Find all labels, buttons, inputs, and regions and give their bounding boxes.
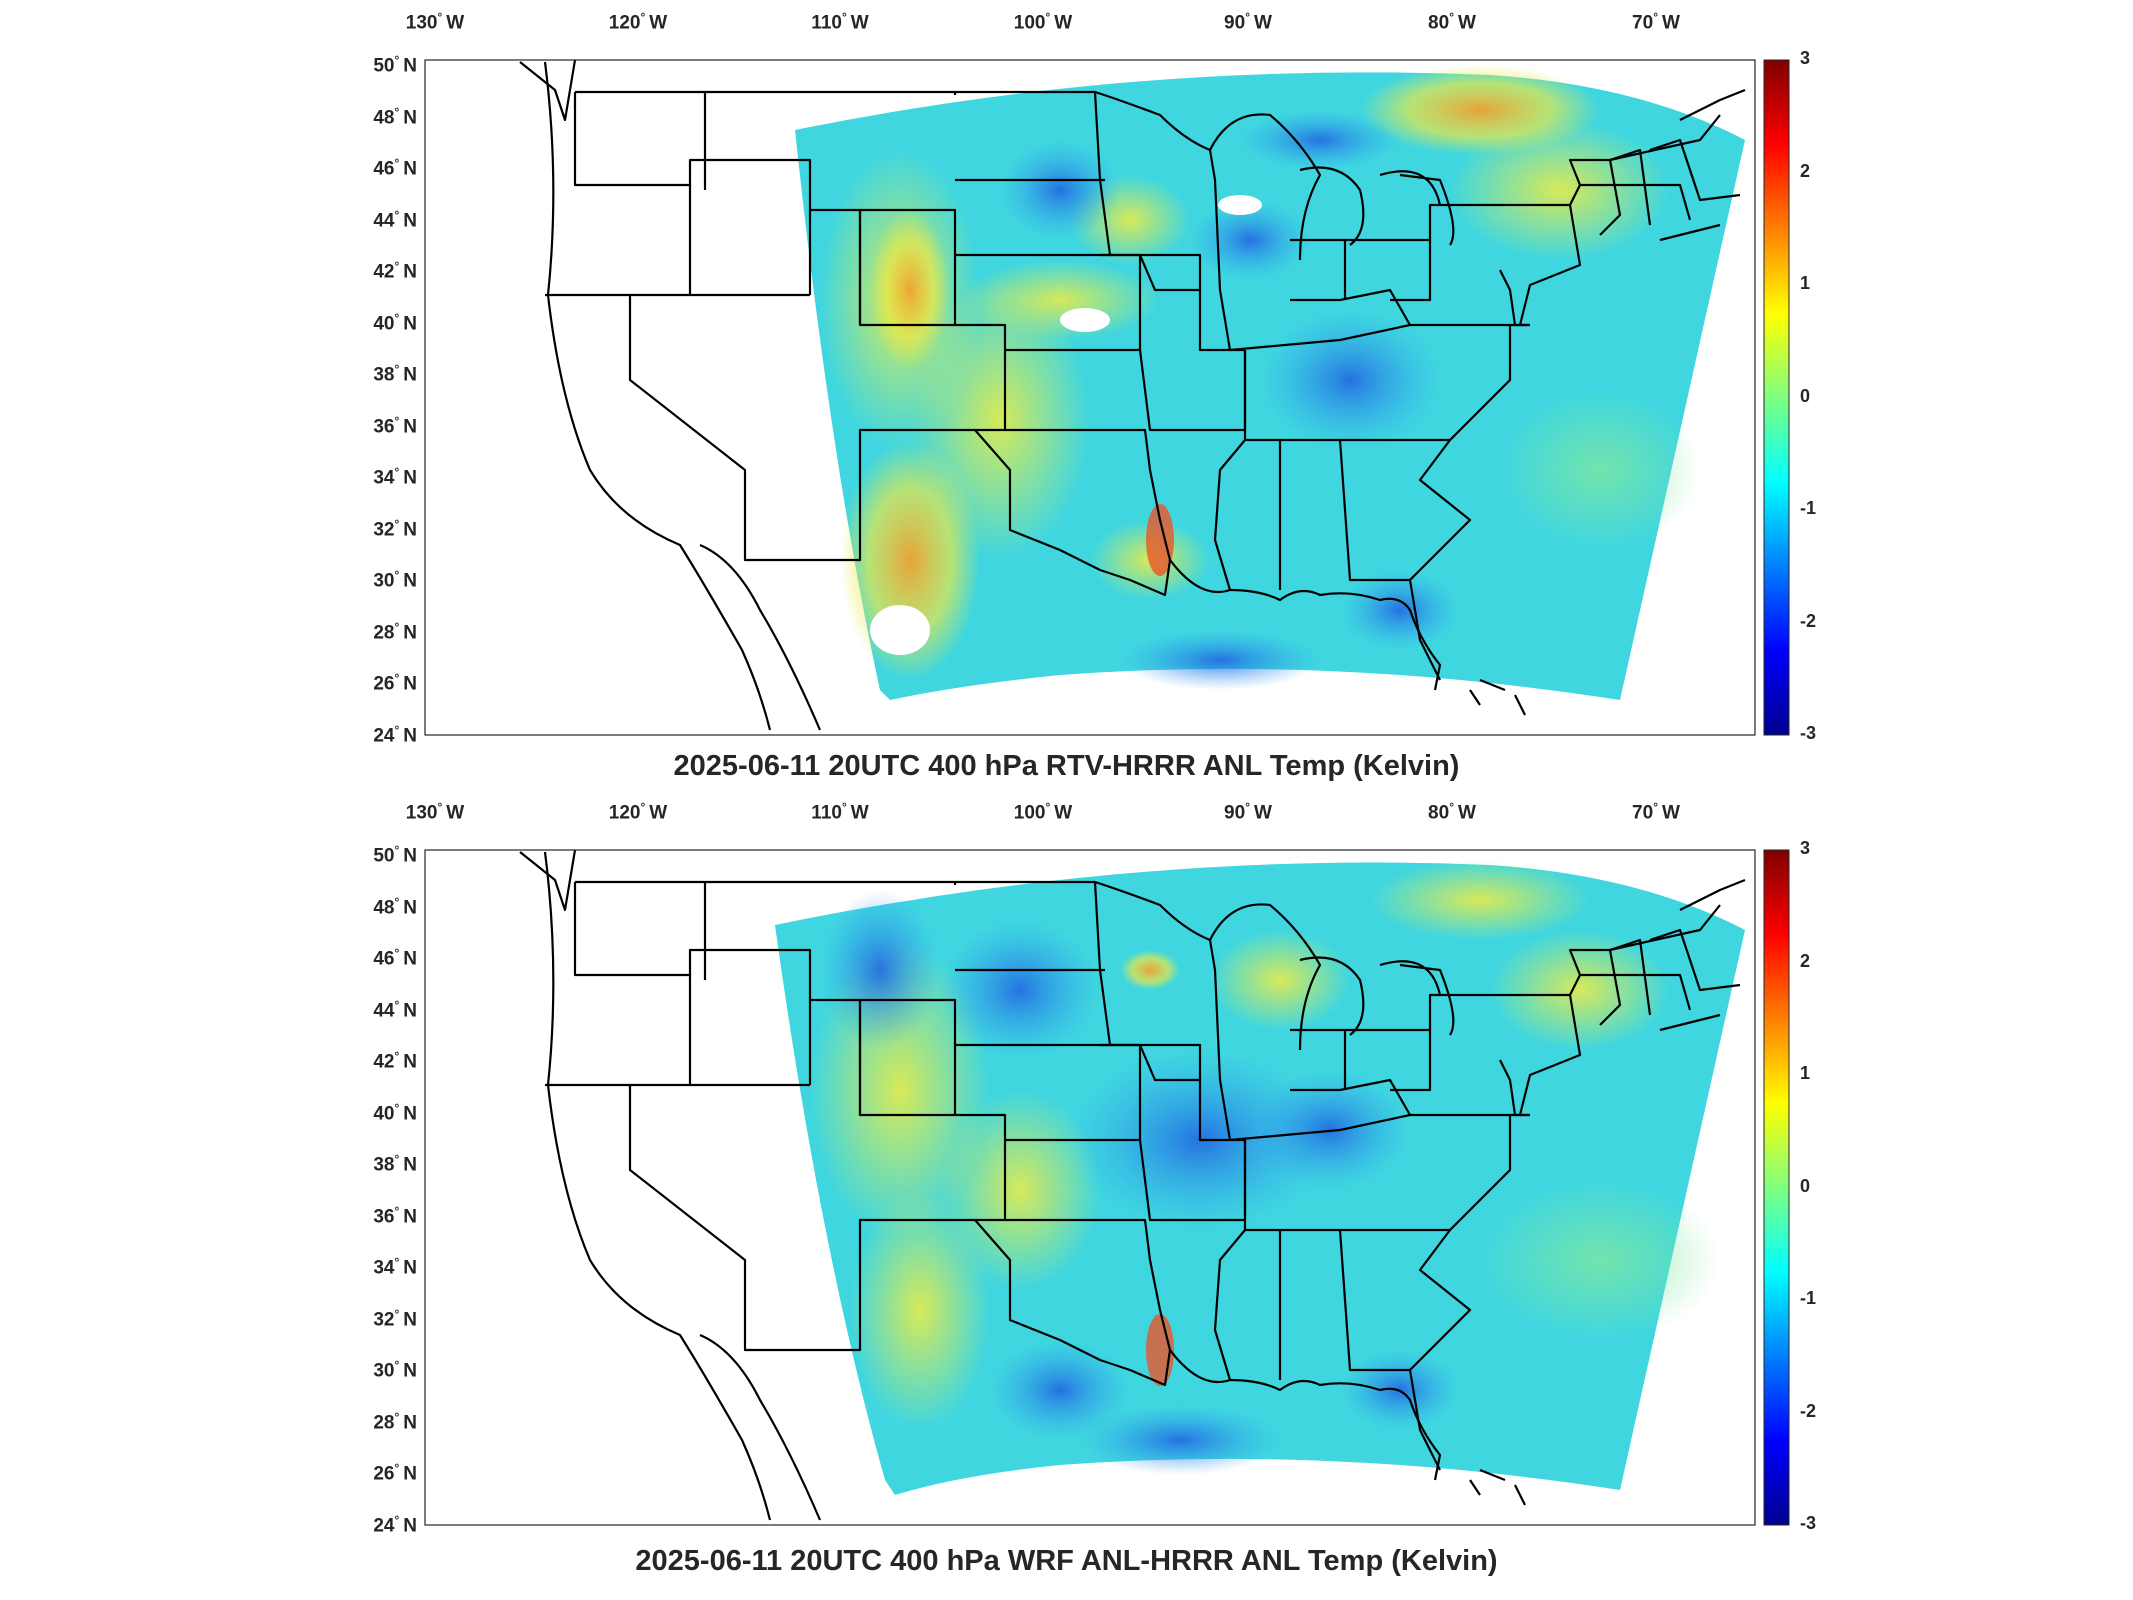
colorbar-tick-label: 0 — [1800, 385, 1811, 406]
lat-tick-label: 38° N — [373, 362, 417, 386]
colorbar-tick-label: 2 — [1800, 950, 1811, 971]
lat-tick-label: 48° N — [373, 104, 417, 128]
lat-tick-label: 36° N — [373, 413, 417, 438]
lat-tick-label: 28° N — [373, 619, 417, 644]
lon-tick-label: 130° W — [405, 10, 465, 34]
lon-tick-label: 110° W — [811, 800, 869, 824]
lon-tick-label: 120° W — [608, 800, 668, 824]
lon-tick-label: 90° W — [1224, 10, 1272, 34]
lat-tick-label: 32° N — [373, 516, 417, 541]
lat-tick-label: 24° N — [373, 1513, 417, 1537]
lat-tick-label: 42° N — [373, 1049, 417, 1073]
lat-tick-label: 40° N — [373, 310, 417, 335]
map-frame — [424, 59, 1756, 736]
colorbar-scale — [1763, 849, 1790, 1526]
colorbar-tick-label: 1 — [1800, 1063, 1811, 1083]
lon-tick-label: 90° W — [1224, 800, 1272, 824]
lat-tick-label: 50° N — [373, 53, 417, 77]
colorbar-tick-label: -1 — [1800, 498, 1817, 518]
colorbar — [1763, 59, 1790, 736]
lat-tick-label: 40° N — [373, 1100, 417, 1125]
lat-tick-label: 30° N — [373, 1358, 417, 1382]
lon-tick-label: 70° W — [1632, 800, 1680, 824]
lat-tick-label: 34° N — [373, 1255, 417, 1279]
lon-tick-label: 80° W — [1428, 800, 1476, 824]
lat-tick-label: 50° N — [373, 843, 417, 867]
colorbar-tick-label: -3 — [1800, 723, 1817, 743]
colorbar-tick-label: 2 — [1800, 160, 1811, 181]
map-canvas — [424, 59, 1790, 736]
lat-tick-label: 36° N — [373, 1203, 417, 1228]
lat-tick-label: 44° N — [373, 997, 417, 1021]
panel-title: 2025-06-11 20UTC 400 hPa RTV-HRRR ANL Te… — [673, 750, 1460, 782]
colorbar-tick-label: 1 — [1800, 273, 1811, 293]
political-borders — [519, 59, 1746, 731]
colorbar-tick-label: -3 — [1800, 1513, 1817, 1533]
colorbar-tick-label: -2 — [1800, 610, 1817, 631]
lat-tick-label: 26° N — [373, 671, 417, 695]
map-frame — [424, 849, 1756, 1526]
colorbar-tick-label: -2 — [1800, 1400, 1817, 1421]
lat-tick-label: 24° N — [373, 723, 417, 747]
lon-tick-label: 130° W — [405, 800, 465, 824]
colorbar-scale — [1763, 59, 1790, 736]
temperature-difference-field — [795, 65, 1745, 701]
panel-title: 2025-06-11 20UTC 400 hPa WRF ANL-HRRR AN… — [635, 1545, 1498, 1577]
lat-tick-label: 46° N — [373, 156, 417, 180]
lon-tick-label: 100° W — [1013, 800, 1073, 824]
lon-tick-label: 110° W — [811, 10, 869, 34]
map-panel-wrf: 2025-06-11 20UTC 400 hPa WRF ANL-HRRR AN… — [0, 790, 2133, 1600]
colorbar — [1763, 849, 1790, 1526]
lon-tick-label: 120° W — [608, 10, 668, 34]
lat-tick-label: 44° N — [373, 207, 417, 231]
map-canvas — [424, 849, 1790, 1526]
colorbar-tick-label: 0 — [1800, 1175, 1811, 1196]
colorbar-tick-label: 3 — [1800, 838, 1811, 858]
lat-tick-label: 34° N — [373, 465, 417, 489]
lat-tick-label: 46° N — [373, 946, 417, 970]
political-borders — [519, 849, 1746, 1521]
lat-tick-label: 28° N — [373, 1409, 417, 1434]
lat-tick-label: 32° N — [373, 1306, 417, 1331]
lon-tick-label: 70° W — [1632, 10, 1680, 34]
lon-tick-label: 80° W — [1428, 10, 1476, 34]
lat-tick-label: 30° N — [373, 568, 417, 592]
lat-tick-label: 42° N — [373, 259, 417, 283]
lat-tick-label: 26° N — [373, 1461, 417, 1485]
temperature-difference-field — [775, 860, 1745, 1495]
lon-tick-label: 100° W — [1013, 10, 1073, 34]
lat-tick-label: 38° N — [373, 1152, 417, 1176]
map-panel-rtv: 2025-06-11 20UTC 400 hPa RTV-HRRR ANL Te… — [373, 10, 1817, 782]
lat-tick-label: 48° N — [373, 894, 417, 918]
colorbar-tick-label: -1 — [1800, 1288, 1817, 1308]
colorbar-tick-label: 3 — [1800, 48, 1811, 68]
